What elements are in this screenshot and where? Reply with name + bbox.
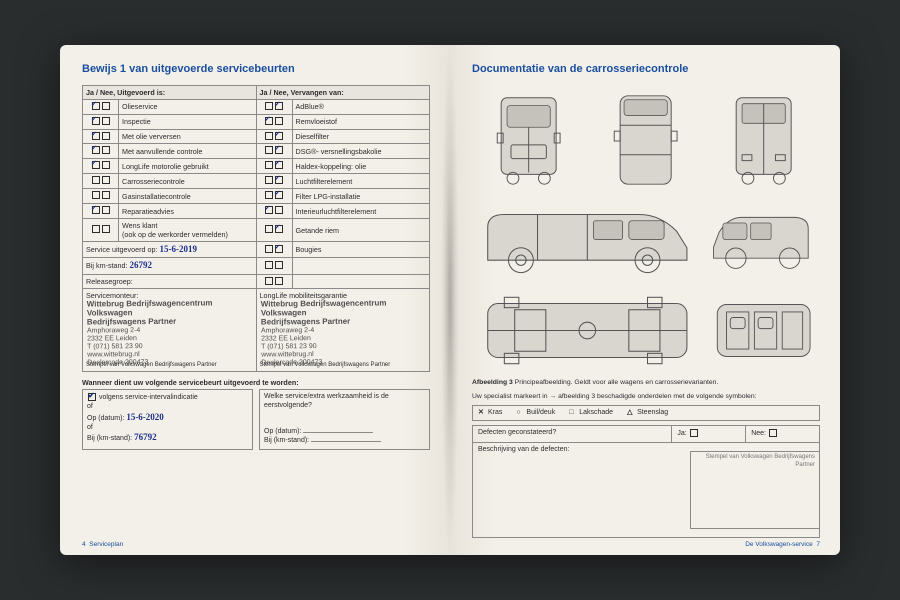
- bougies-label: Bougies: [292, 242, 430, 258]
- next-km-value: 76792: [134, 432, 157, 442]
- dealer-stamp-left: Wittebrug Bedrijfswagencentrum Volkswage…: [87, 299, 213, 368]
- van-side-right-diagram: [707, 199, 820, 284]
- service-row: LongLife motorolie gebruikt Haldex-koppel…: [83, 159, 430, 174]
- km-value: 26792: [130, 260, 153, 270]
- photo-background: Bewijs 1 van uitgevoerde servicebeurten …: [0, 0, 900, 600]
- legend-item: ○Buil/deuk: [516, 409, 555, 418]
- van-front-diagram: [472, 85, 585, 195]
- service-table: Ja / Nee, Uitgevoerd is: Ja / Nee, Verva…: [82, 85, 430, 373]
- service-row: Inspectie Remvloeistof: [83, 114, 430, 129]
- service-item-b: AdBlue®: [292, 99, 430, 114]
- km-row: Bij km-stand: 26792: [83, 258, 257, 274]
- service-row: Wens klant(ook op de werkorder vermelden…: [83, 219, 430, 242]
- right-page-title: Documentatie van de carrosseriecontrole: [472, 63, 820, 77]
- service-item-b: Getande riem: [292, 219, 430, 242]
- service-item-b: Remvloeistof: [292, 114, 430, 129]
- van-side-left-diagram: [472, 199, 703, 284]
- diagram-caption: Afbeelding 3 Principeafbeelding. Geldt v…: [472, 379, 820, 387]
- service-item-b: Haldex-koppeling: olie: [292, 159, 430, 174]
- service-row: Reparatieadvies Interieurluchtfiltereleme…: [83, 204, 430, 219]
- next-date-value: 15-6-2020: [126, 412, 164, 422]
- legend-item: □Lakschade: [569, 409, 613, 418]
- legend-intro: Uw specialist markeert in → afbeelding 3…: [472, 393, 820, 401]
- van-rear-diagram: [707, 85, 820, 195]
- service-date-row: Service uitgevoerd op: 15-6-2019: [83, 242, 257, 258]
- damage-legend: ✕Kras ○Buil/deuk □Lakschade △Steenslag: [472, 405, 820, 422]
- service-row: Carrosseriecontrole Luchtfilterelement: [83, 174, 430, 189]
- left-page-title: Bewijs 1 van uitgevoerde servicebeurten: [82, 63, 430, 77]
- defect-question: Defecten geconstateerd?: [473, 426, 672, 442]
- next-service-row: volgens service-intervalindicatie of Op …: [82, 389, 430, 450]
- table-head-a: Ja / Nee, Uitgevoerd is:: [83, 85, 257, 99]
- next-service-right-box: Welke service/extra werkzaamheid is de e…: [259, 389, 430, 450]
- next-service-left-box: volgens service-intervalindicatie of Op …: [82, 389, 253, 450]
- legend-item: ✕Kras: [478, 409, 502, 418]
- service-row: Olieservice AdBlue®: [83, 99, 430, 114]
- service-item-b: Interieurluchtfilterelement: [292, 204, 430, 219]
- left-page: Bewijs 1 van uitgevoerde servicebeurten …: [60, 45, 450, 555]
- service-item-a: Wens klant(ook op de werkorder vermelden…: [119, 219, 257, 242]
- service-item-b: DSG®- versnellingsbakolie: [292, 144, 430, 159]
- release-row: Releasegroep:: [83, 274, 257, 289]
- service-row: Gasinstallatiecontrole Filter LPG-install…: [83, 189, 430, 204]
- table-head-b: Ja / Nee, Vervangen van:: [256, 85, 430, 99]
- legend-item: △Steenslag: [627, 409, 668, 418]
- service-item-b: Dieselfilter: [292, 129, 430, 144]
- next-service-head: Wanneer dient uw volgende servicebeurt u…: [82, 378, 430, 387]
- dealer-stamp-right: Wittebrug Bedrijfswagencentrum Volkswage…: [260, 299, 386, 368]
- right-page: Documentatie van de carrosseriecontrole: [450, 45, 840, 555]
- service-item-b: Filter LPG-installatie: [292, 189, 430, 204]
- service-item-a: Met aanvullende controle: [119, 144, 257, 159]
- van-roof-diagram: [589, 85, 702, 195]
- service-item-a: LongLife motorolie gebruikt: [119, 159, 257, 174]
- service-item-a: Reparatieadvies: [119, 204, 257, 219]
- open-booklet: Bewijs 1 van uitgevoerde servicebeurten …: [60, 45, 840, 555]
- stamp-cell-b: LongLife mobiliteitsgarantie Wittebrug B…: [256, 289, 430, 372]
- service-date-value: 15-6-2019: [160, 244, 198, 254]
- service-item-a: Gasinstallatiecontrole: [119, 189, 257, 204]
- van-underside-diagram: [472, 288, 703, 373]
- right-footer: De Volkswagen-service 7: [745, 541, 820, 549]
- service-item-a: Inspectie: [119, 114, 257, 129]
- service-row: Met olie verversen Dieselfilter: [83, 129, 430, 144]
- van-diagram-grid: [472, 85, 820, 373]
- service-row: Met aanvullende controle DSG®- versnellin…: [83, 144, 430, 159]
- service-item-a: Olieservice: [119, 99, 257, 114]
- service-item-b: Luchtfilterelement: [292, 174, 430, 189]
- service-item-a: Met olie verversen: [119, 129, 257, 144]
- partner-stamp-box: Stempel van Volkswagen Bedrijfswagens Pa…: [690, 451, 820, 529]
- left-footer: 4 Serviceplan: [82, 541, 123, 549]
- stamp-cell-a: Servicemonteur: Wittebrug Bedrijfswagenc…: [83, 289, 257, 372]
- van-interior-diagram: [707, 288, 820, 373]
- service-item-a: Carrosseriecontrole: [119, 174, 257, 189]
